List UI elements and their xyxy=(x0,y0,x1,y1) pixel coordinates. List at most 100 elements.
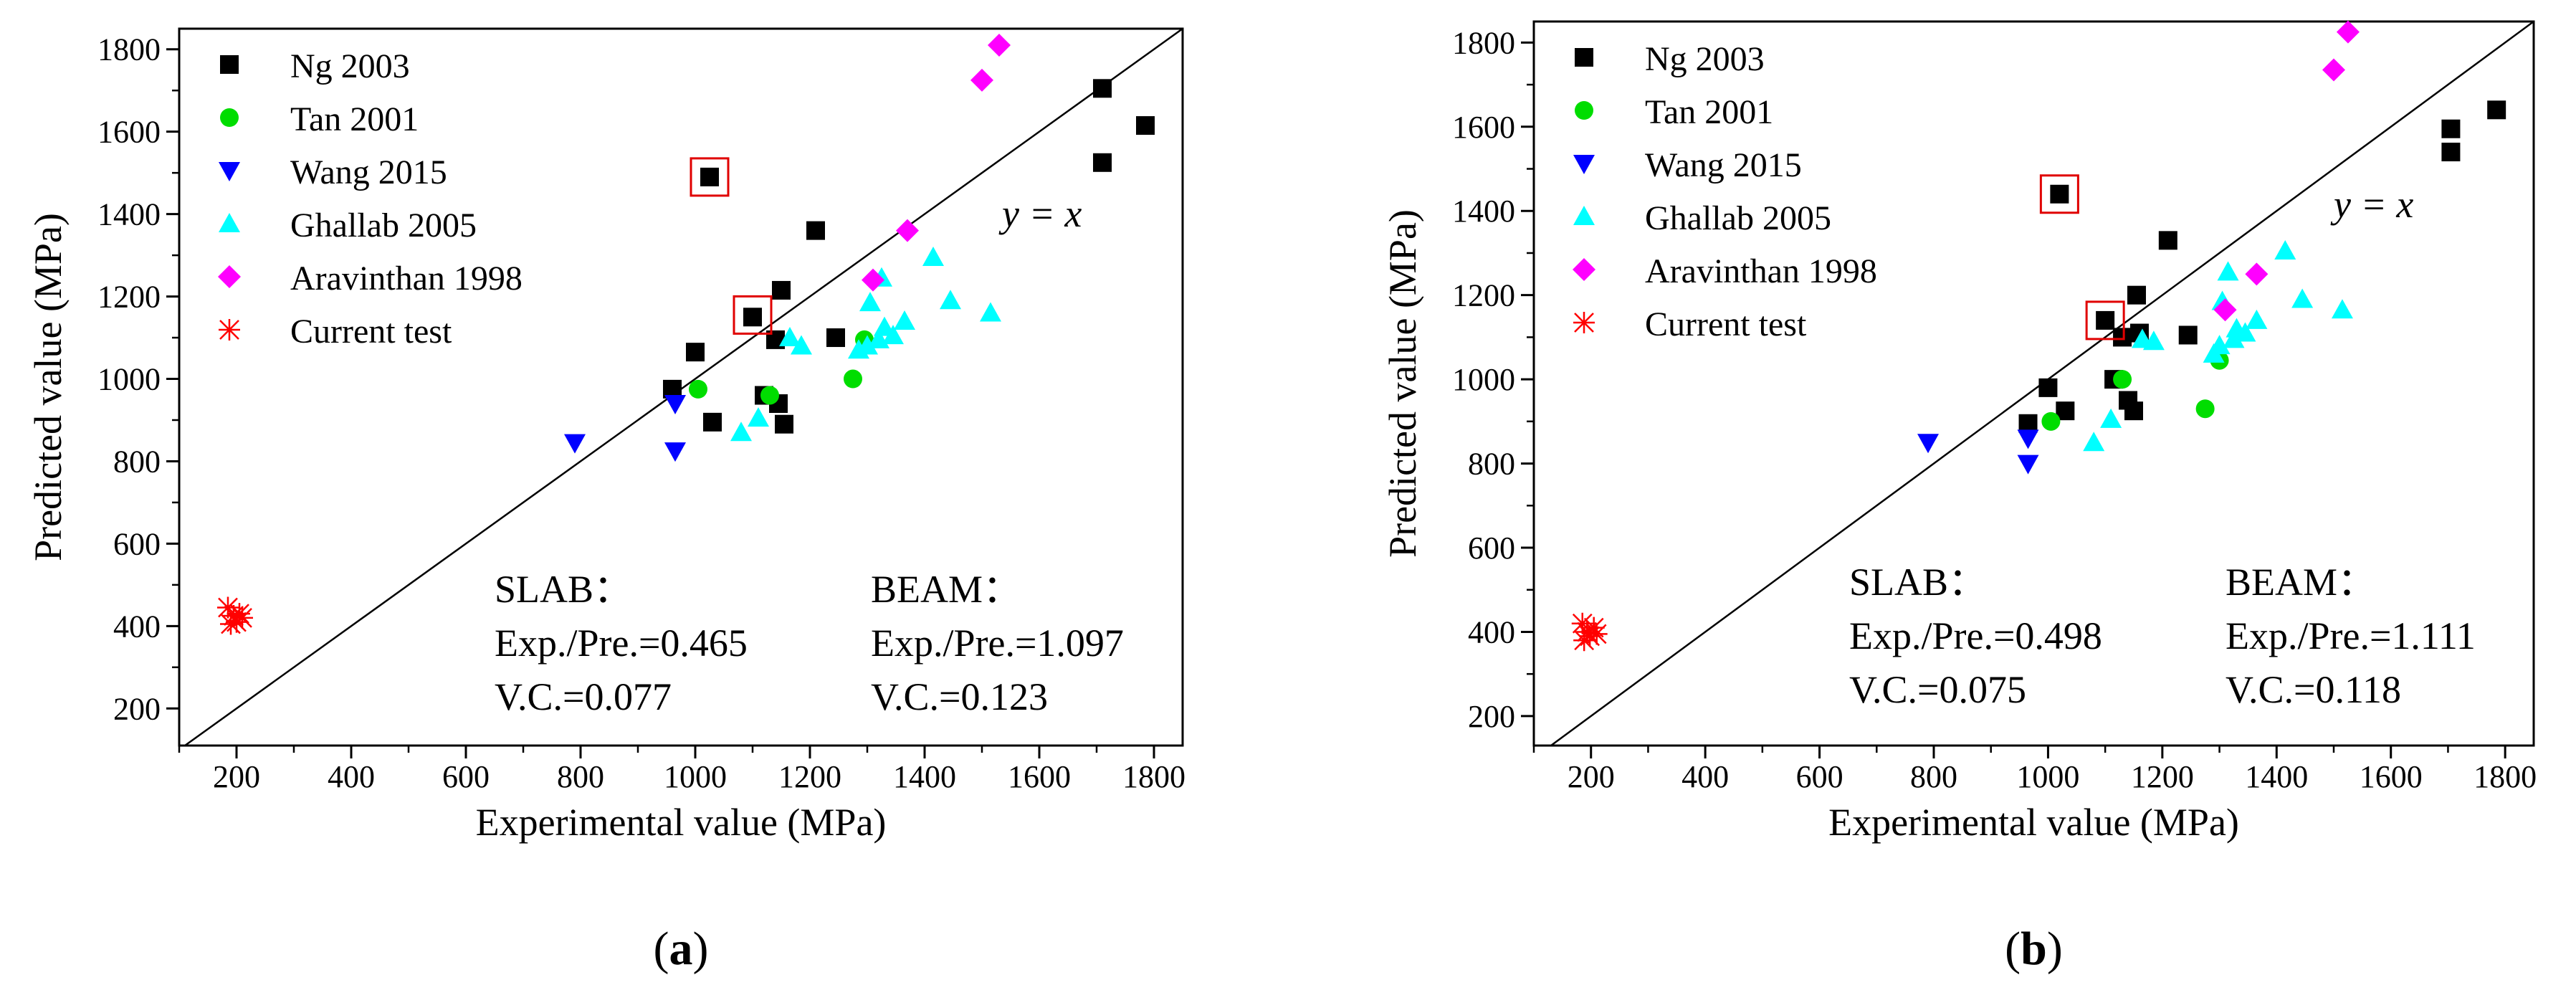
data-point xyxy=(2124,401,2143,421)
data-point xyxy=(223,604,244,627)
series-ghallab-2005 xyxy=(2083,240,2353,452)
panel-label-letter: b xyxy=(2021,923,2047,975)
legend-label: Ghallab 2005 xyxy=(1645,199,1831,237)
data-point xyxy=(664,442,686,462)
data-point xyxy=(689,379,707,399)
x-axis-title: Experimental value (MPa) xyxy=(1828,801,2239,844)
beam-vc: V.C.=0.123 xyxy=(871,675,1048,718)
x-tick-label: 1600 xyxy=(1008,759,1071,794)
legend-label: Wang 2015 xyxy=(1645,146,1802,184)
data-point xyxy=(2158,231,2177,250)
x-tick-label: 200 xyxy=(1568,759,1615,794)
legend-marker xyxy=(1573,206,1595,225)
legend-label: Current test xyxy=(290,313,452,351)
y-tick-label: 1400 xyxy=(1452,194,1515,229)
data-point xyxy=(2217,261,2239,281)
slab-title: SLAB： xyxy=(495,568,632,611)
data-point xyxy=(844,369,862,389)
data-point xyxy=(2113,328,2132,347)
x-tick-label: 400 xyxy=(1681,759,1729,794)
highlight-box xyxy=(2085,300,2125,341)
y-tick-label: 1000 xyxy=(97,362,161,397)
series-current-test xyxy=(1571,612,1608,652)
x-tick-label: 800 xyxy=(1910,759,1957,794)
y-axis-title: Predicted value (MPa) xyxy=(1381,209,1424,558)
data-point xyxy=(686,343,705,362)
panel-label-open: ( xyxy=(2005,923,2021,975)
data-point xyxy=(2331,299,2353,319)
legend-marker xyxy=(219,213,240,232)
legend-marker xyxy=(1575,101,1593,120)
legend-label: Ng 2003 xyxy=(290,47,410,85)
legend-label: Aravinthan 1998 xyxy=(1645,252,1877,290)
slab-title: SLAB： xyxy=(1849,561,1987,604)
data-point xyxy=(2322,58,2345,82)
slab-vc: V.C.=0.075 xyxy=(1849,668,2026,711)
x-tick-label: 1800 xyxy=(2474,759,2537,794)
data-point xyxy=(2246,309,2268,329)
slab-ratio: Exp./Pre.=0.498 xyxy=(1849,614,2102,657)
y-tick-label: 1600 xyxy=(1452,110,1515,145)
x-tick-label: 1200 xyxy=(778,759,841,794)
data-point xyxy=(2178,325,2198,345)
plot-frame xyxy=(178,27,1184,747)
y-tick-label: 800 xyxy=(113,444,161,479)
data-point xyxy=(2441,119,2461,138)
beam-ratio: Exp./Pre.=1.111 xyxy=(2226,614,2476,657)
data-point xyxy=(940,290,961,310)
data-point xyxy=(2487,100,2506,120)
y-tick-label: 800 xyxy=(1468,447,1515,482)
highlight-box xyxy=(2039,174,2079,214)
beam-title: BEAM： xyxy=(871,568,1021,611)
highlight-box xyxy=(733,295,773,335)
legend-marker xyxy=(218,265,241,288)
slab-vc: V.C.=0.077 xyxy=(495,675,672,718)
legend-marker xyxy=(1573,258,1595,281)
reference-line-label: y = x xyxy=(998,192,1082,235)
data-point xyxy=(2223,328,2245,348)
x-tick-label: 400 xyxy=(328,759,375,794)
x-tick-label: 1800 xyxy=(1122,759,1186,794)
data-point xyxy=(1579,625,1601,647)
data-point xyxy=(730,422,752,442)
data-point xyxy=(980,302,1001,322)
data-point xyxy=(2208,335,2231,355)
data-point xyxy=(2083,432,2105,452)
data-point xyxy=(1585,623,1608,645)
legend-label: Tan 2001 xyxy=(290,100,419,138)
x-tick-label: 1000 xyxy=(664,759,727,794)
data-point xyxy=(2213,298,2237,322)
data-point xyxy=(217,596,239,619)
data-point xyxy=(2017,429,2039,449)
chart-panel-a: 200 400 600 800 1000 1200 1400 1600 1800 200 400 60… xyxy=(27,27,1186,975)
series-ng-2003 xyxy=(663,79,1155,434)
data-point xyxy=(226,611,247,633)
data-point xyxy=(1917,434,1940,454)
reference-line-y-equals-x xyxy=(1549,22,2534,746)
data-point xyxy=(2096,310,2115,330)
data-point xyxy=(775,414,793,434)
data-point xyxy=(2195,399,2215,419)
data-point xyxy=(2441,143,2461,162)
data-point xyxy=(232,606,253,629)
legend-label: Tan 2001 xyxy=(1645,93,1773,131)
data-point xyxy=(1573,629,1595,652)
panel-label-open: ( xyxy=(654,923,669,975)
legend-marker xyxy=(1573,155,1595,174)
y-tick-label: 400 xyxy=(1468,614,1515,649)
beam-ratio: Exp./Pre.=1.097 xyxy=(871,622,1124,665)
data-point xyxy=(1571,612,1593,634)
legend-label: Aravinthan 1998 xyxy=(290,260,523,298)
data-point xyxy=(703,412,722,432)
y-tick-label: 1200 xyxy=(97,280,161,315)
data-point xyxy=(859,292,881,312)
series-ng-2003 xyxy=(2018,100,2506,433)
beam-vc: V.C.=0.118 xyxy=(2226,668,2401,711)
data-point xyxy=(2245,262,2269,286)
data-point xyxy=(1576,621,1598,643)
y-axis-title: Predicted value (MPa) xyxy=(27,213,70,561)
panel-label-close: ) xyxy=(693,923,709,975)
legend-label: Ghallab 2005 xyxy=(290,206,477,244)
y-tick-label: 200 xyxy=(1468,699,1515,734)
y-tick-label: 1600 xyxy=(97,115,161,150)
